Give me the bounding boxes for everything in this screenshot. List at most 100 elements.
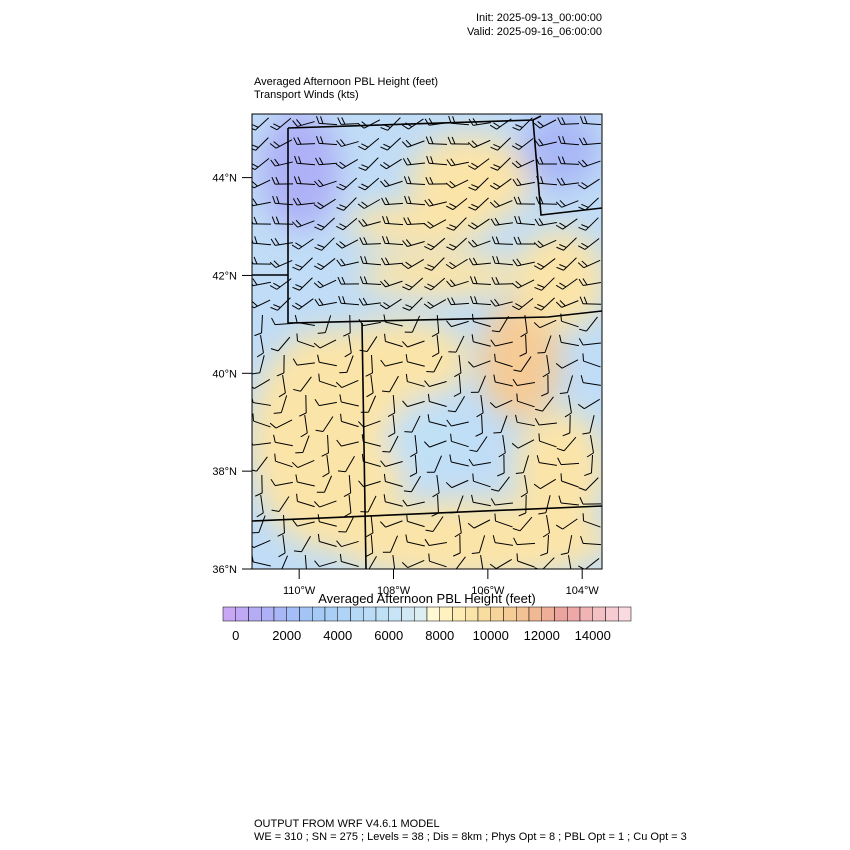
barb-flag xyxy=(490,166,498,171)
barb-shaft xyxy=(539,422,557,426)
barb-flag xyxy=(534,567,542,569)
wind-barb xyxy=(392,555,396,569)
barb-flag xyxy=(252,123,259,128)
barb-flag xyxy=(496,256,500,264)
barb-flag xyxy=(361,201,368,207)
wind-barb xyxy=(556,436,577,452)
barb-flag xyxy=(274,238,280,246)
barb-flag xyxy=(361,143,369,148)
barb-flag xyxy=(533,322,541,329)
wind-barb xyxy=(578,316,598,332)
barb-shaft xyxy=(517,181,535,187)
wind-barb xyxy=(314,179,337,188)
barb-flag xyxy=(405,239,412,246)
barb-shaft xyxy=(362,243,382,245)
barb-shaft xyxy=(384,202,404,206)
barb-shaft xyxy=(473,360,491,368)
barb-flag xyxy=(431,352,440,358)
barb-shaft xyxy=(253,561,271,567)
barb-flag xyxy=(317,280,324,287)
barb-shaft xyxy=(560,142,580,146)
barb-flag xyxy=(295,284,303,288)
wind-barb xyxy=(516,393,535,408)
wind-barb xyxy=(252,456,268,472)
barb-flag xyxy=(313,282,321,289)
barb-flag xyxy=(410,452,418,458)
barb-flag xyxy=(449,243,457,248)
wind-barb xyxy=(293,535,311,553)
wind-barb xyxy=(536,455,557,466)
barb-shaft xyxy=(561,320,579,328)
wind-barb xyxy=(454,354,462,378)
barb-shaft xyxy=(321,237,335,251)
barb-flag xyxy=(558,495,562,504)
barb-flag xyxy=(292,286,300,291)
barb-flag xyxy=(470,295,474,304)
wind-barb xyxy=(277,514,285,537)
wind-barb xyxy=(557,457,580,466)
barb-shaft xyxy=(392,555,396,569)
barb-flag xyxy=(559,282,567,288)
barb-flag xyxy=(513,236,518,245)
barb-flag xyxy=(449,180,456,187)
barb-shaft xyxy=(473,480,491,488)
barb-shaft xyxy=(560,123,580,125)
colorbar-box xyxy=(235,606,249,622)
barb-shaft xyxy=(541,297,555,311)
barb-shaft xyxy=(296,143,316,145)
barb-flag xyxy=(405,139,412,147)
barb-flag xyxy=(446,159,452,167)
wind-barb xyxy=(424,237,446,251)
barb-flag xyxy=(467,522,475,529)
barb-shaft xyxy=(583,281,601,287)
x-tick-label: 106°W xyxy=(471,585,505,597)
barb-flag xyxy=(381,197,386,205)
barb-shaft xyxy=(516,542,536,546)
barb-flag xyxy=(383,473,386,482)
barb-flag xyxy=(365,552,373,557)
wind-barb xyxy=(321,434,329,457)
wind-barb xyxy=(450,433,469,448)
wind-barb xyxy=(533,239,557,249)
wind-barb xyxy=(533,319,557,329)
wind-barb xyxy=(358,137,380,151)
barb-flag xyxy=(314,299,320,306)
barb-shaft xyxy=(497,137,511,151)
barb-flag xyxy=(401,341,408,348)
barb-flag xyxy=(515,280,522,287)
barb-flag xyxy=(586,452,594,458)
colorbar-box xyxy=(528,606,542,622)
barb-shaft xyxy=(495,502,513,506)
barb-shaft xyxy=(546,515,550,533)
barb-shaft xyxy=(278,496,290,512)
barb-flag xyxy=(489,402,497,409)
barb-flag xyxy=(292,358,298,366)
barb-flag xyxy=(383,143,391,148)
barb-flag xyxy=(490,498,496,506)
barb-flag xyxy=(535,196,540,204)
barb-flag xyxy=(491,488,499,492)
barb-flag xyxy=(559,244,567,248)
colorbar-box xyxy=(248,606,262,622)
barb-shaft xyxy=(560,163,580,165)
barb-shaft xyxy=(302,435,310,453)
barb-flag xyxy=(365,372,373,377)
barb-shaft xyxy=(436,334,440,354)
barb-flag xyxy=(512,528,521,532)
barb-flag xyxy=(425,136,430,144)
wind-barb xyxy=(431,334,440,358)
wind-barb xyxy=(578,159,601,168)
barb-shaft xyxy=(321,217,335,231)
barb-shaft xyxy=(297,121,315,127)
colorbar-box xyxy=(299,606,313,622)
barb-flag xyxy=(558,135,562,144)
barb-shaft xyxy=(546,534,550,554)
wind-barb xyxy=(471,313,491,327)
wind-barb xyxy=(252,379,271,389)
wind-barb xyxy=(557,156,580,165)
barb-shaft xyxy=(472,262,492,266)
wind-barb xyxy=(578,477,599,491)
barb-shaft xyxy=(429,560,447,568)
wind-barb xyxy=(490,217,513,226)
barb-shaft xyxy=(429,201,447,207)
